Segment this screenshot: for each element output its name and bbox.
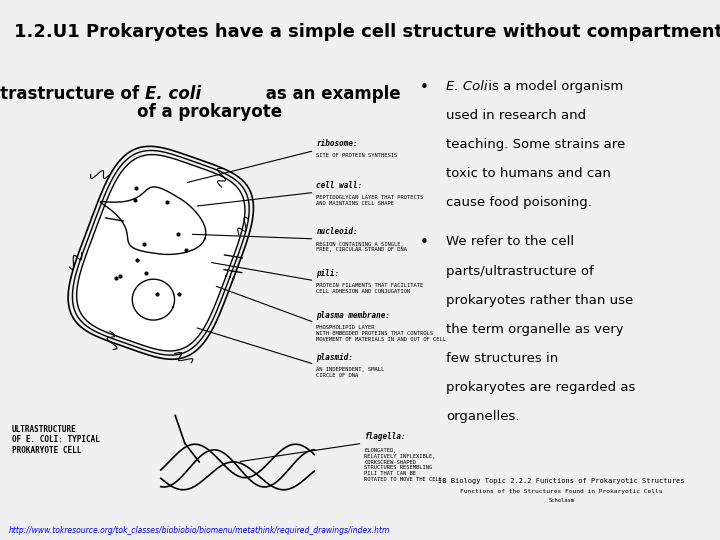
Text: nucleoid:: nucleoid: [316, 227, 358, 236]
Text: ELONGATED,
RELATIVELY INFLEXIBLE,
CORKSCREW-SHAPED
STRUCTURES RESEMBLING
PILI TH: ELONGATED, RELATIVELY INFLEXIBLE, CORKSC… [364, 448, 442, 482]
Text: •: • [419, 235, 428, 251]
Text: teaching. Some strains are: teaching. Some strains are [446, 138, 625, 151]
Text: We refer to the cell: We refer to the cell [446, 235, 574, 248]
Text: PHOSPHOLIPID LAYER
WITH EMBEDDED PROTEINS THAT CONTROLS
MOVEMENT OF MATERIALS IN: PHOSPHOLIPID LAYER WITH EMBEDDED PROTEIN… [316, 325, 446, 342]
Text: organelles.: organelles. [446, 410, 519, 423]
Text: cause food poisoning.: cause food poisoning. [446, 196, 592, 210]
Text: 1.2.U1 Prokaryotes have a simple cell structure without compartmentalization.: 1.2.U1 Prokaryotes have a simple cell st… [14, 23, 720, 42]
Text: pili:: pili: [316, 269, 339, 278]
Text: SITE OF PROTEIN SYNTHESIS: SITE OF PROTEIN SYNTHESIS [316, 153, 397, 158]
Text: plasmid:: plasmid: [316, 353, 354, 361]
Text: IB Biology Topic 2.2.2 Functions of Prokaryotic Structures: IB Biology Topic 2.2.2 Functions of Prok… [438, 477, 685, 484]
Text: E. coli: E. coli [145, 85, 202, 103]
Text: used in research and: used in research and [446, 109, 586, 122]
Text: AN INDEPENDENT, SMALL
CIRCLE OF DNA: AN INDEPENDENT, SMALL CIRCLE OF DNA [316, 367, 384, 378]
Text: ribosome:: ribosome: [316, 139, 358, 148]
Text: parts/ultrastructure of: parts/ultrastructure of [446, 265, 593, 278]
Text: cell wall:: cell wall: [316, 180, 363, 190]
Text: is a model organism: is a model organism [484, 79, 624, 92]
Text: the term organelle as very: the term organelle as very [446, 323, 624, 336]
Text: PEPTIDOGLYCAN LAYER THAT PROTECTS
AND MAINTAINS CELL SHAPE: PEPTIDOGLYCAN LAYER THAT PROTECTS AND MA… [316, 195, 423, 206]
Text: •: • [419, 79, 428, 94]
Text: E. Coli: E. Coli [446, 79, 487, 92]
Text: flagella:: flagella: [364, 431, 406, 441]
Text: Functions of the Structures Found in Prokaryotic Cells: Functions of the Structures Found in Pro… [460, 489, 663, 494]
Text: PROTEIN FILAMENTS THAT FACILITATE
CELL ADHESION AND CONJUGATION: PROTEIN FILAMENTS THAT FACILITATE CELL A… [316, 284, 423, 294]
Text: prokaryotes rather than use: prokaryotes rather than use [446, 294, 633, 307]
Text: plasma membrane:: plasma membrane: [316, 310, 390, 320]
Text: REGION CONTAINING A SINGLE,
FREE, CIRCULAR STRAND OF DNA: REGION CONTAINING A SINGLE, FREE, CIRCUL… [316, 241, 408, 252]
Text: prokaryotes are regarded as: prokaryotes are regarded as [446, 381, 635, 394]
Text: of a prokaryote: of a prokaryote [138, 103, 282, 121]
Text: http://www.tokresource.org/tok_classes/biobiobio/biomenu/metathink/required_draw: http://www.tokresource.org/tok_classes/b… [9, 526, 390, 535]
Polygon shape [76, 154, 245, 351]
Text: as an example: as an example [260, 85, 400, 103]
Text: toxic to humans and can: toxic to humans and can [446, 167, 611, 180]
Text: few structures in: few structures in [446, 352, 558, 365]
Text: Ultrastructure of: Ultrastructure of [0, 85, 145, 103]
Text: ULTRASTRUCTURE
OF E. COLI: TYPICAL
PROKARYOTE CELL: ULTRASTRUCTURE OF E. COLI: TYPICAL PROKA… [12, 425, 100, 455]
Text: Scholasm: Scholasm [549, 498, 575, 503]
